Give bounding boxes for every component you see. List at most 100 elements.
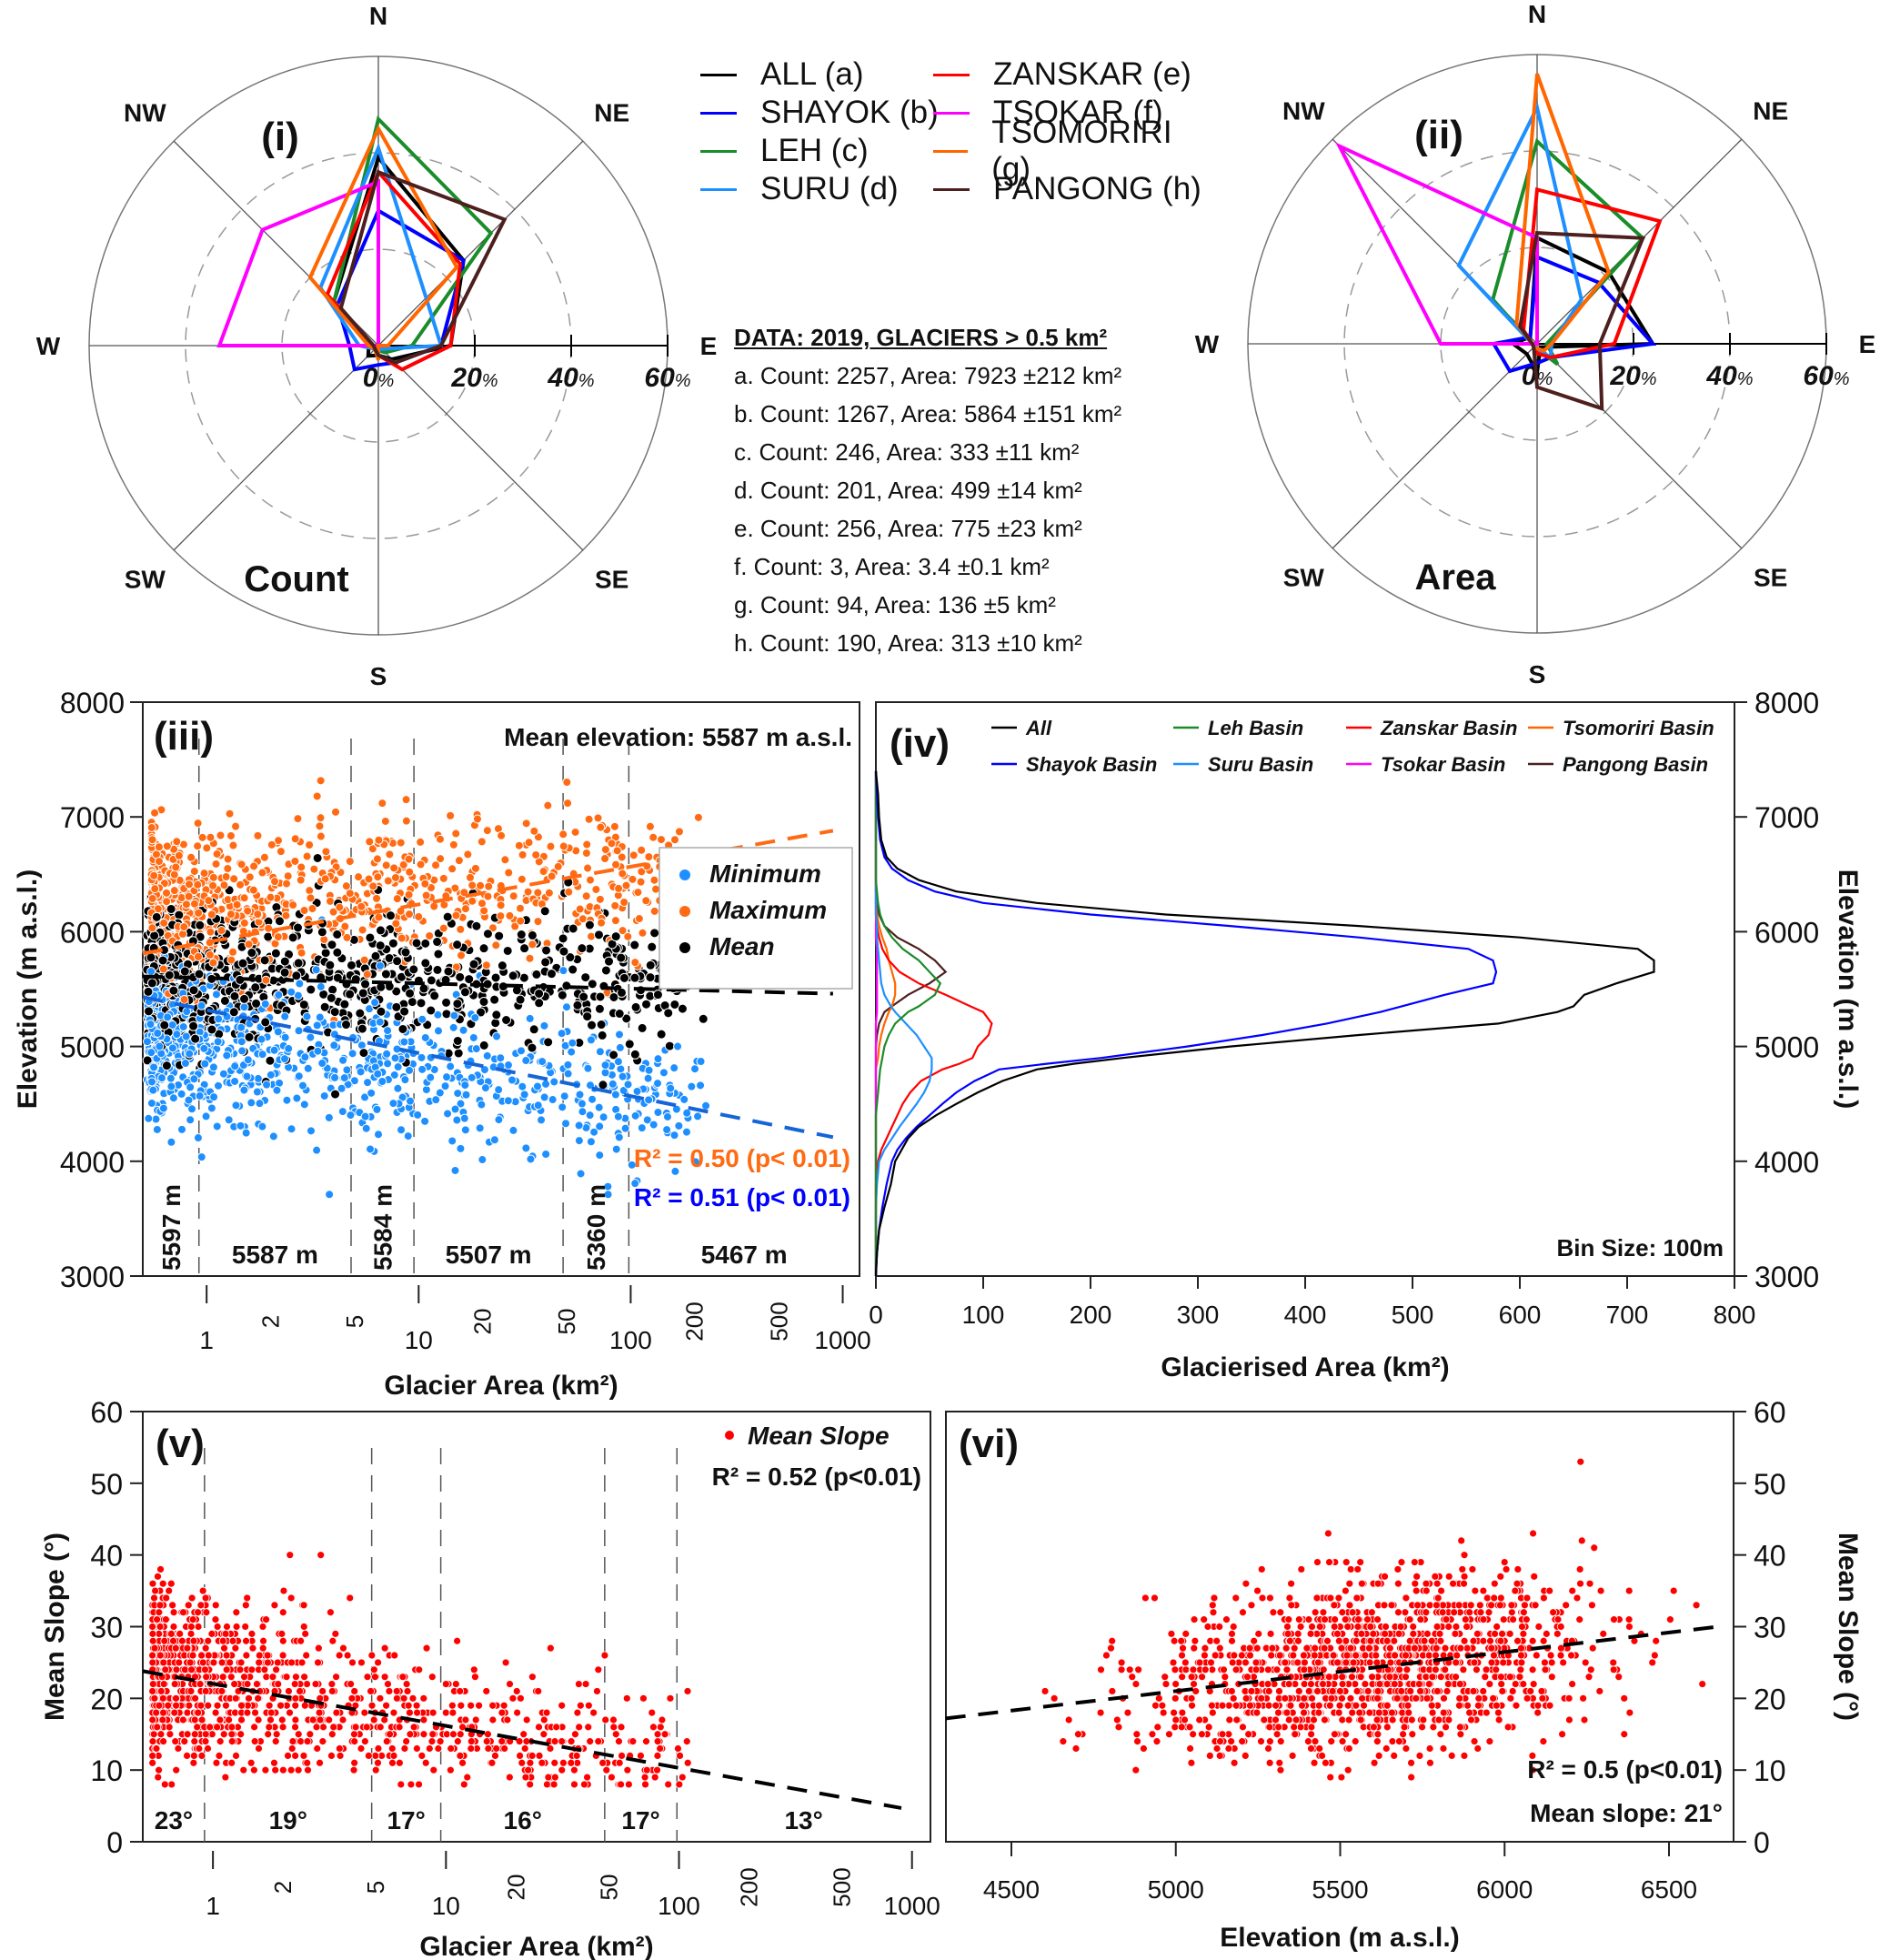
legend-label-suru: Suru Basin [1208, 753, 1313, 776]
point-maximum-synthetic [231, 821, 241, 831]
point-maximum-synthetic [212, 849, 222, 859]
point-maximum-synthetic [391, 919, 401, 929]
point-mean-synthetic [246, 948, 257, 959]
legend-label-shayok: Shayok Basin [1026, 753, 1157, 776]
legend-marker [679, 869, 690, 880]
point-slope-synthetic [217, 1658, 226, 1667]
point-mean-synthetic [432, 964, 443, 975]
point-slope-synthetic [218, 1636, 227, 1645]
class-mean-label: 5597 m [157, 1184, 186, 1271]
point-maximum-synthetic [208, 958, 218, 968]
point-maximum-synthetic [505, 910, 515, 920]
x-minor-tick-label: 500 [829, 1867, 856, 1906]
point-slope-synthetic [526, 1758, 535, 1767]
point-maximum-synthetic [162, 841, 172, 851]
point-slope-synthetic [482, 1737, 491, 1746]
point-slope-synthetic [382, 1701, 391, 1710]
point-slope-synthetic [653, 1752, 662, 1760]
point-minimum-synthetic [287, 987, 297, 997]
x-tick-label: 5500 [1312, 1875, 1368, 1904]
point-mean-synthetic [345, 989, 356, 1000]
point-slope-synthetic [297, 1737, 305, 1746]
point-slope-synthetic [156, 1565, 165, 1573]
point-maximum-synthetic [299, 905, 309, 915]
point-slope-synthetic [190, 1730, 199, 1739]
point-maximum-synthetic [637, 845, 647, 855]
point-minimum-synthetic [644, 1065, 654, 1075]
point-maximum-synthetic [528, 940, 538, 950]
x-minor-tick-label: 200 [736, 1867, 763, 1906]
point-slope-synthetic [1463, 1643, 1472, 1653]
point-minimum-synthetic [280, 1032, 290, 1042]
point-slope-synthetic [215, 1752, 224, 1760]
point-minimum-synthetic [517, 1046, 527, 1056]
point-minimum-synthetic [679, 1094, 689, 1104]
point-slope-synthetic [156, 1623, 165, 1631]
x-axis-label: Glacier Area (km²) [384, 1371, 618, 1401]
radar-axis-label-w: W [36, 332, 61, 360]
point-slope-synthetic [151, 1586, 160, 1595]
point-slope-synthetic [150, 1694, 159, 1703]
point-slope-synthetic [419, 1694, 428, 1703]
point-slope-synthetic [428, 1730, 437, 1739]
point-slope-synthetic [544, 1773, 553, 1782]
point-minimum-synthetic [574, 1121, 584, 1131]
point-slope-synthetic [1320, 1715, 1329, 1724]
point-slope-synthetic [347, 1694, 357, 1703]
point-slope-synthetic [339, 1643, 347, 1653]
point-minimum-synthetic [595, 1151, 605, 1161]
point-slope-synthetic [447, 1701, 457, 1710]
point-slope-synthetic [1460, 1636, 1469, 1645]
point-mean-synthetic [260, 1017, 271, 1028]
point-minimum-synthetic [189, 1074, 199, 1084]
point-slope-synthetic [265, 1723, 274, 1732]
point-slope-synthetic [227, 1723, 236, 1732]
point-maximum-synthetic [204, 896, 214, 906]
point-minimum-synthetic [448, 1022, 458, 1032]
point-slope-synthetic [1492, 1701, 1501, 1710]
point-slope-synthetic [488, 1758, 497, 1767]
point-maximum-synthetic [448, 839, 458, 849]
point-slope-synthetic [367, 1687, 375, 1695]
point-minimum-synthetic [294, 1071, 304, 1081]
point-slope-synthetic [467, 1744, 476, 1753]
point-minimum-synthetic [539, 1020, 549, 1030]
point-slope-synthetic [167, 1780, 176, 1789]
point-minimum-synthetic [468, 1032, 478, 1042]
point-slope-synthetic [1397, 1558, 1406, 1566]
point-minimum-synthetic [489, 1135, 499, 1145]
point-minimum-synthetic [589, 1127, 599, 1137]
point-maximum-synthetic [451, 829, 461, 839]
point-minimum-synthetic [611, 1144, 621, 1154]
point-minimum-synthetic [218, 1069, 228, 1079]
point-maximum-synthetic [465, 872, 475, 882]
point-mean-synthetic [330, 1089, 341, 1100]
point-slope-synthetic [656, 1744, 665, 1753]
point-mean-synthetic [420, 958, 431, 969]
point-slope-synthetic [1463, 1701, 1472, 1710]
point-maximum-synthetic [607, 839, 617, 849]
point-mean-synthetic [433, 949, 444, 960]
point-maximum-synthetic [438, 873, 448, 883]
x-tick-label: 0 [869, 1301, 883, 1329]
point-slope-synthetic [683, 1687, 692, 1695]
point-mean-synthetic [572, 1000, 583, 1010]
point-slope-synthetic [498, 1708, 507, 1717]
point-maximum-synthetic [372, 893, 382, 903]
point-minimum-synthetic [453, 1089, 463, 1099]
point-slope-synthetic [469, 1665, 478, 1674]
point-slope-synthetic [1265, 1758, 1274, 1767]
point-maximum-synthetic [514, 840, 524, 850]
point-maximum-synthetic [583, 863, 593, 873]
point-slope-synthetic [624, 1780, 633, 1789]
y-tick-label: 3000 [60, 1261, 125, 1293]
point-minimum-synthetic [608, 1079, 618, 1089]
point-slope-synthetic [196, 1601, 206, 1610]
point-slope-synthetic [292, 1673, 300, 1682]
point-slope-synthetic [327, 1608, 335, 1617]
point-minimum-synthetic [155, 1041, 165, 1051]
legend-label: Minimum [709, 859, 821, 888]
point-mean-synthetic [279, 967, 290, 978]
point-slope-synthetic [158, 1579, 167, 1588]
point-maximum-synthetic [508, 891, 518, 901]
